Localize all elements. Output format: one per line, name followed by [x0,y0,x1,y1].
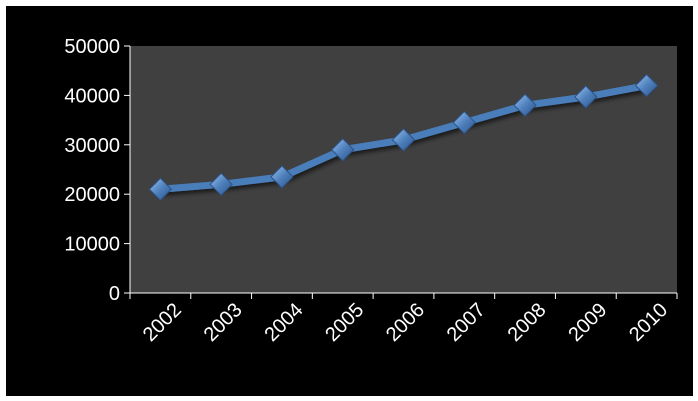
y-tick-label: 10000 [64,234,120,256]
x-tick-label: 2008 [504,299,551,346]
x-axis: 2002 2003 2004 2005 2006 2007 2008 2009 2010 [129,292,678,346]
x-tick-label: 2010 [625,299,672,346]
data-point-marker [574,85,598,109]
x-tick-label: 2006 [382,299,429,346]
y-axis: 0 10000 20000 30000 40000 50000 [64,36,131,305]
data-point-marker [148,177,173,201]
plot-area [130,46,677,293]
y-tick-label: 30000 [64,135,120,157]
data-point-marker [452,110,476,135]
y-tick-label: 0 [109,283,120,305]
x-tick-label: 2004 [260,299,307,346]
x-tick-label: 2009 [564,299,611,346]
chart-frame: 0 10000 20000 30000 40000 50000 2002 2003 2004 2… [6,6,693,396]
data-point-marker [391,128,416,152]
x-tick-label: 2003 [200,299,247,346]
data-point-marker [513,93,537,117]
y-tick-label: 40000 [64,85,120,107]
x-tick-label: 2002 [139,299,186,346]
x-tick-label: 2007 [443,299,490,346]
data-point-marker [331,138,355,162]
x-tick-label: 2005 [321,299,368,346]
data-point-marker [634,73,659,98]
y-tick-label: 20000 [64,184,120,206]
data-point-marker [209,172,233,197]
data-point-marker [270,165,294,189]
series-layer [148,73,659,201]
y-tick-label: 50000 [64,36,120,58]
